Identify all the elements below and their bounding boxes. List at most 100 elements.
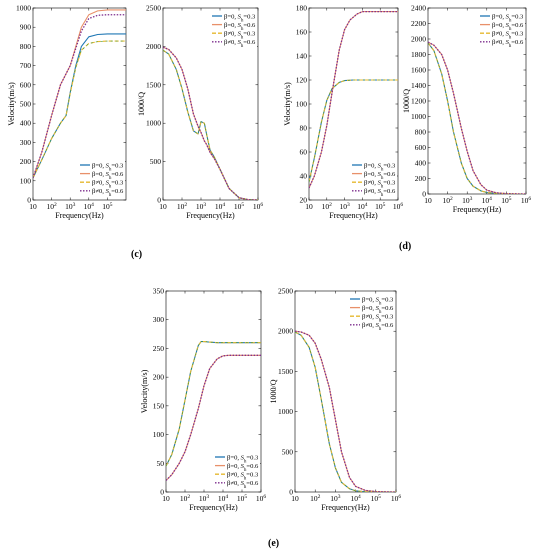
- legend-box: [479, 11, 525, 47]
- y-tick-label: 400: [20, 119, 32, 128]
- series-line: [309, 10, 398, 189]
- series-line: [295, 330, 396, 492]
- y-tick-label: 0: [422, 190, 426, 199]
- c-velocity-ylabel: Velocity(m/s): [7, 82, 16, 126]
- legend-entry-label: β=0, Sh=0.6: [227, 463, 259, 473]
- legend-box: [349, 294, 395, 330]
- y-tick-label: 400: [415, 159, 427, 168]
- x-tick-label: 103: [65, 202, 76, 211]
- series-line: [33, 40, 126, 179]
- x-tick-label: 103: [199, 494, 210, 503]
- y-tick-label: 100: [20, 176, 32, 185]
- y-tick-label: 500: [150, 157, 162, 166]
- d-velocity-xlabel: Frequency(Hz): [329, 211, 378, 220]
- panel-label-c: (c): [131, 249, 142, 260]
- x-tick-label: 102: [177, 202, 188, 211]
- legend-entry-label: β≠0, Sh=0.6: [492, 39, 524, 49]
- legend-entry-label: β≠0, Sh=0.6: [224, 39, 256, 49]
- y-tick-label: 2500: [278, 287, 293, 296]
- x-tick-label: 10: [159, 202, 167, 211]
- c-atten-chart: 10 102 103 104 105 106 0 500 1000 1500 2000 2500 Fre…: [137, 4, 263, 221]
- legend-entry-label: β=0, Sh=0.6: [224, 22, 256, 32]
- x-tick-label: 105: [501, 196, 512, 205]
- series-line: [163, 46, 258, 200]
- legend-entry-label: β≠0, Sh=0.3: [224, 31, 256, 41]
- x-tick-label: 105: [234, 202, 245, 211]
- d-atten-chart: 10 102 103 104 105 106 0 200 400 600 800 1000 1200 14…: [402, 4, 531, 215]
- y-tick-label: 100: [296, 100, 308, 109]
- d-atten-legend: β=0, Sh=0.3β=0, Sh=0.6β≠0, Sh=0.3β≠0, Sh…: [479, 11, 525, 49]
- series-overlay: [295, 331, 396, 492]
- c-velocity-legend: β=0, Sh=0.3β=0, Sh=0.6β≠0, Sh=0.3β≠0, Sh…: [79, 160, 125, 198]
- y-tick-label: 1500: [278, 367, 293, 376]
- legend-box: [211, 11, 257, 47]
- series-line: [428, 41, 526, 194]
- series-line: [163, 46, 258, 200]
- series-line: [33, 14, 126, 179]
- legend-entry-label: β=0, Sh=0.3: [224, 13, 256, 23]
- legend-entry-label: β=0, Sh=0.6: [364, 171, 396, 181]
- e-velocity-chart: 10 102 103 104 105 106 0 50 100 150 200 250 300 350 Fr…: [140, 287, 266, 513]
- y-tick-label: 500: [282, 447, 294, 456]
- y-tick-label: 2000: [146, 42, 161, 51]
- y-tick-label: 20: [300, 196, 308, 205]
- y-tick-label: 120: [296, 76, 308, 85]
- legend-entry-label: β≠0, Sh=0.3: [362, 314, 394, 324]
- y-tick-label: 250: [153, 344, 165, 353]
- y-tick-label: 1000: [16, 4, 31, 13]
- y-tick-label: 1000: [146, 119, 161, 128]
- e-atten-plot-frame: [294, 290, 397, 493]
- x-tick-label: 103: [196, 202, 207, 211]
- x-tick-label: 10: [291, 494, 299, 503]
- y-tick-label: 180: [296, 4, 308, 13]
- legend-entry-label: β≠0, Sh=0.3: [227, 472, 259, 482]
- legend-entry-label: β=0, Sh=0.3: [364, 162, 396, 172]
- y-tick-label: 1800: [411, 50, 426, 59]
- c-atten-legend: β=0, Sh=0.3β=0, Sh=0.6β≠0, Sh=0.3β≠0, Sh…: [211, 11, 257, 49]
- x-tick-label: 104: [84, 202, 95, 211]
- x-tick-label: 104: [350, 494, 361, 503]
- e-atten-legend: β=0, Sh=0.3β=0, Sh=0.6β≠0, Sh=0.3β≠0, Sh…: [349, 294, 395, 332]
- e-velocity-legend: β=0, Sh=0.3β=0, Sh=0.6β≠0, Sh=0.3β≠0, Sh…: [214, 452, 260, 490]
- panel-label-e: (e): [268, 538, 279, 549]
- y-tick-label: 800: [415, 128, 427, 137]
- y-tick-label: 100: [153, 430, 165, 439]
- y-tick-label: 300: [153, 315, 165, 324]
- y-tick-label: 1200: [411, 97, 426, 106]
- x-tick-label: 103: [339, 202, 350, 211]
- x-tick-label: 102: [442, 196, 453, 205]
- legend-entry-label: β≠0, Sh=0.6: [362, 322, 394, 332]
- d-atten-series-group: [428, 41, 526, 194]
- d-atten-xlabel: Frequency(Hz): [453, 205, 502, 214]
- series-line: [166, 354, 261, 481]
- x-tick-label: 105: [371, 494, 382, 503]
- legend-box: [79, 160, 125, 196]
- series-overlay: [309, 79, 398, 183]
- y-tick-label: 160: [296, 28, 308, 37]
- legend-entry-label: β≠0, Sh=0.3: [492, 31, 524, 41]
- series-overlay: [428, 42, 526, 194]
- legend-entry-label: β≠0, Sh=0.6: [364, 188, 396, 198]
- d-velocity-legend: β=0, Sh=0.3β=0, Sh=0.6β≠0, Sh=0.3β≠0, Sh…: [351, 160, 397, 198]
- y-tick-label: 0: [157, 196, 161, 205]
- legend-entry-label: β≠0, Sh=0.3: [364, 180, 396, 190]
- y-tick-label: 150: [153, 401, 165, 410]
- x-tick-label: 106: [391, 494, 402, 503]
- y-tick-label: 1400: [411, 81, 426, 90]
- series-line: [166, 340, 261, 467]
- c-atten-xlabel: Frequency(Hz): [186, 211, 235, 220]
- x-tick-label: 102: [46, 202, 57, 211]
- x-tick-label: 10: [162, 494, 170, 503]
- c-velocity-xlabel: Frequency(Hz): [55, 211, 104, 220]
- series-line: [163, 49, 258, 200]
- legend-entry-label: β=0, Sh=0.3: [227, 454, 259, 464]
- c-atten-ylabel: 1000/Q: [137, 92, 146, 116]
- legend-entry-label: β=0, Sh=0.3: [492, 13, 524, 23]
- y-tick-label: 80: [300, 124, 308, 133]
- panel-label-d: (d): [399, 241, 411, 252]
- x-tick-label: 10: [305, 202, 313, 211]
- y-tick-label: 1000: [411, 112, 426, 121]
- y-tick-label: 600: [20, 80, 32, 89]
- y-tick-label: 2200: [411, 19, 426, 28]
- y-tick-label: 50: [157, 459, 165, 468]
